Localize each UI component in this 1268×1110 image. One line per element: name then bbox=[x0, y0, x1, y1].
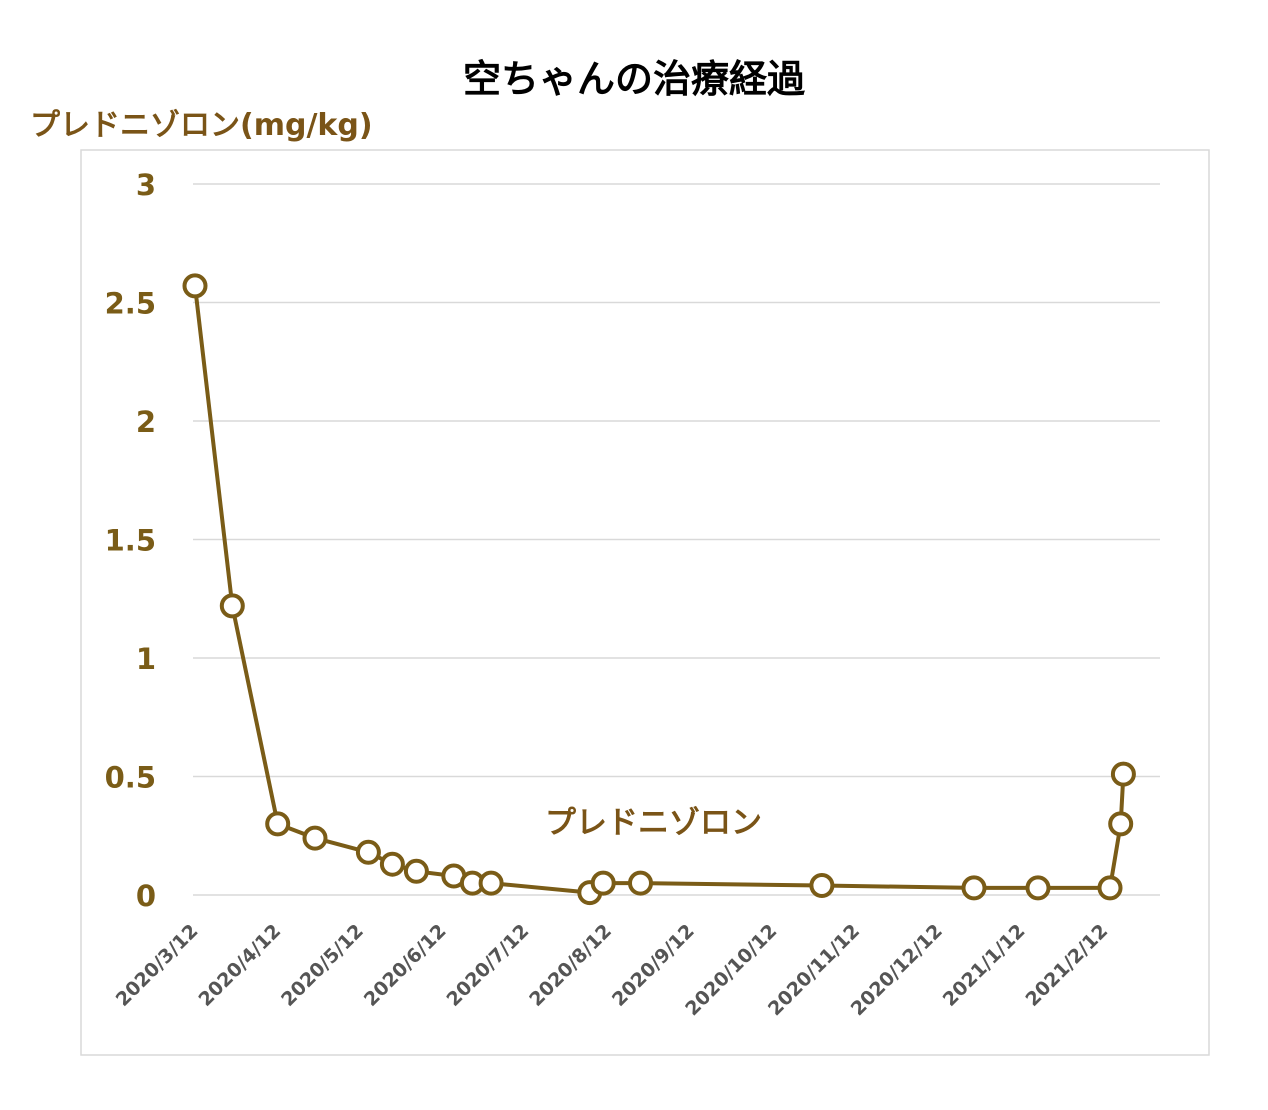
data-point bbox=[1097, 875, 1123, 901]
data-point bbox=[961, 875, 987, 901]
data-point bbox=[809, 873, 835, 898]
y-tick-label: 1 bbox=[136, 642, 156, 676]
data-point bbox=[628, 870, 653, 896]
chart-title: 空ちゃんの治療経過 bbox=[462, 57, 805, 101]
y-tick-label: 0 bbox=[136, 879, 156, 913]
series-markers bbox=[182, 273, 1136, 906]
y-tick-label: 2 bbox=[136, 405, 156, 439]
y-tick-label: 0.5 bbox=[105, 761, 156, 795]
y-tick-label: 2.5 bbox=[105, 287, 156, 321]
data-point bbox=[1110, 761, 1136, 787]
data-point bbox=[265, 811, 291, 837]
y-tick-label: 1.5 bbox=[105, 524, 156, 558]
data-point bbox=[182, 273, 208, 299]
series-label: プレドニゾロン bbox=[545, 805, 762, 841]
data-point bbox=[355, 839, 381, 865]
data-point bbox=[590, 870, 616, 896]
data-point bbox=[478, 870, 504, 896]
y-tick-labels: 0 0.5 1 1.5 2 2.5 3 bbox=[105, 168, 156, 913]
plot-area-border bbox=[80, 149, 1210, 1056]
data-point bbox=[403, 858, 429, 884]
data-point bbox=[1025, 875, 1051, 901]
data-point bbox=[1108, 811, 1134, 837]
y-tick-label: 3 bbox=[136, 168, 156, 202]
data-point bbox=[379, 851, 405, 877]
data-point bbox=[219, 593, 245, 619]
data-point bbox=[302, 825, 328, 851]
y-axis-label: プレドニゾロン(mg/kg) bbox=[30, 108, 373, 143]
gridlines bbox=[193, 183, 1160, 896]
